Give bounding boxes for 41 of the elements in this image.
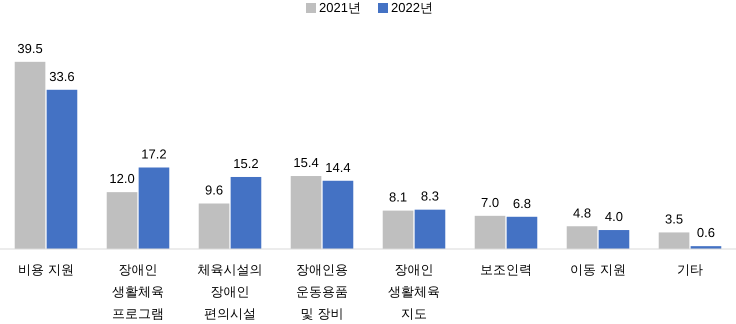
bar [322, 180, 354, 249]
data-label: 9.6 [205, 182, 224, 198]
data-label: 8.3 [420, 188, 439, 204]
data-label: 15.4 [293, 155, 319, 170]
data-label: 3.5 [665, 211, 684, 226]
x-tick-label: 장애인 생활체육 지도 [388, 262, 440, 321]
x-tick-label: 장애인용 운동용품 및 장비 [296, 262, 348, 321]
x-tick-label: 보조인력 [480, 262, 532, 277]
data-label: 4.0 [604, 209, 623, 224]
bar [198, 204, 230, 249]
bar [382, 210, 414, 249]
legend-label: 2022년 [391, 0, 433, 15]
x-tick-label: 이동 지원 [570, 262, 626, 277]
bar [474, 216, 506, 249]
data-label: 33.6 [49, 68, 75, 84]
data-label: 12.0 [109, 171, 135, 186]
bar [598, 230, 630, 249]
bar [230, 176, 262, 249]
bar [46, 90, 78, 249]
legend-label: 2021년 [319, 0, 361, 15]
data-label: 14.4 [325, 160, 351, 175]
bar [290, 176, 322, 249]
data-label: 6.8 [512, 196, 531, 211]
bar [138, 167, 170, 249]
bar [414, 210, 446, 249]
data-label: 15.2 [233, 156, 259, 171]
bar [506, 216, 538, 249]
bar [566, 226, 598, 249]
bar [14, 62, 46, 249]
data-label: 4.8 [573, 205, 592, 220]
data-label: 7.0 [481, 194, 500, 210]
data-label: 8.1 [389, 190, 408, 205]
bar [106, 192, 138, 249]
data-label: 0.6 [696, 225, 715, 240]
x-tick-label: 장애인 생활체육 프로그램 [112, 262, 164, 321]
data-label: 17.2 [141, 146, 167, 162]
x-tick-label: 체육시설의 장애인 편의시설 [198, 262, 262, 321]
bar [658, 232, 690, 249]
data-label: 39.5 [17, 40, 43, 56]
x-tick-label: 기타 [677, 262, 703, 277]
x-tick-label: 비용 지원 [18, 262, 74, 277]
